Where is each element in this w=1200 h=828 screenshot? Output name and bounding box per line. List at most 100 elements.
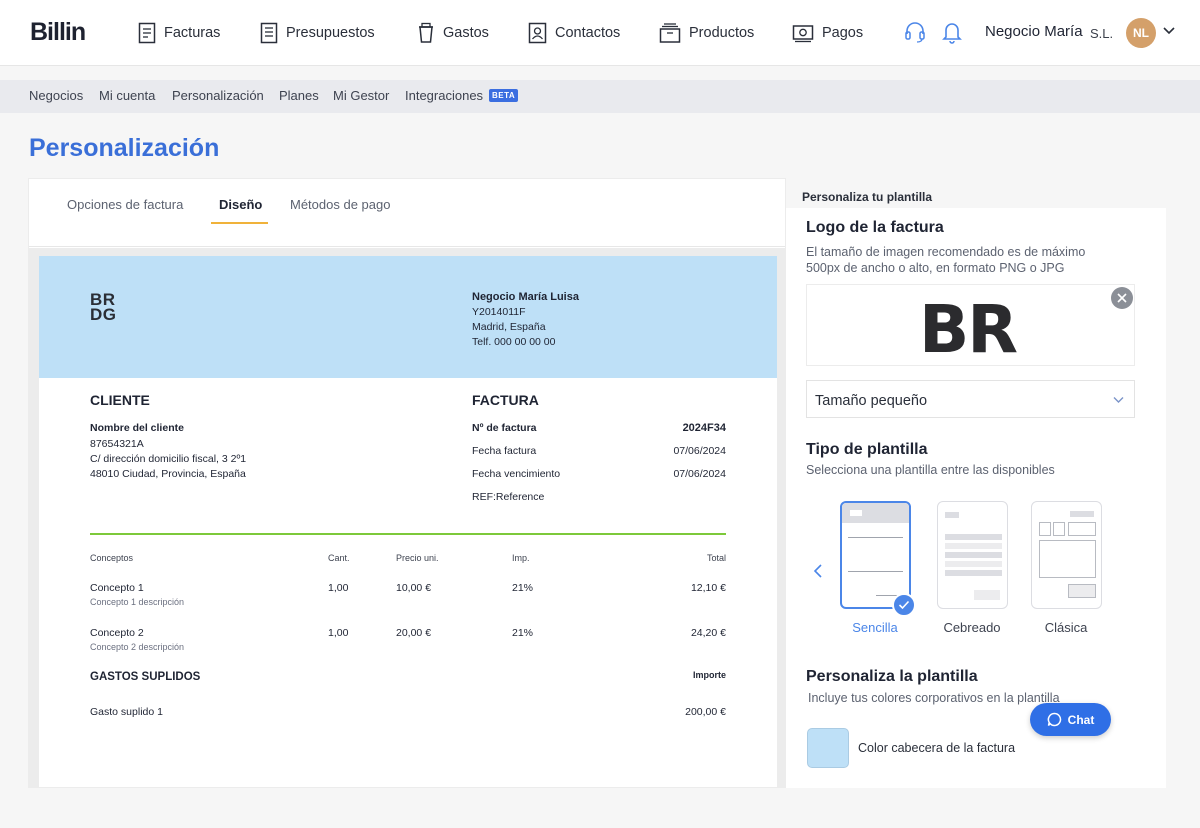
business-suffix: S.L. bbox=[1090, 26, 1114, 41]
subnav-integraciones[interactable]: Integraciones bbox=[405, 88, 484, 103]
invoice-date: 07/06/2024 bbox=[673, 445, 726, 457]
nav-productos-label: Productos bbox=[689, 25, 755, 41]
headset-icon[interactable] bbox=[904, 20, 926, 44]
tpl-sencilla-logo bbox=[850, 510, 862, 516]
invoice-logo-line1: BR bbox=[90, 290, 116, 309]
tab-metodos-pago[interactable]: Métodos de pago bbox=[290, 197, 391, 212]
page-title: Personalización bbox=[29, 134, 220, 162]
remove-logo-button[interactable] bbox=[1111, 287, 1133, 309]
subnav-negocios[interactable]: Negocios bbox=[29, 88, 84, 103]
client-name: Nombre del cliente bbox=[90, 422, 184, 434]
nav-pagos-label: Pagos bbox=[822, 25, 864, 41]
invoice-logo: BR DG bbox=[90, 290, 117, 324]
row2-desc: Concepto 2 descripción bbox=[90, 642, 185, 652]
nav-gastos-label: Gastos bbox=[443, 25, 489, 41]
invoice-due-label: Fecha vencimiento bbox=[472, 468, 561, 480]
money-icon bbox=[792, 25, 814, 43]
invoice-business-phone: Telf. 000 00 00 00 bbox=[472, 336, 556, 348]
bell-icon[interactable] bbox=[942, 20, 962, 44]
nav-contactos-label: Contactos bbox=[555, 25, 621, 41]
cup-icon bbox=[419, 22, 433, 43]
customize-heading: Personaliza la plantilla bbox=[806, 668, 978, 685]
logo-hint-2: 500px de ancho o alto, en formato PNG o … bbox=[806, 261, 1065, 275]
tpl-cebreado-stripe3 bbox=[945, 552, 1002, 558]
logo-size-value: Tamaño pequeño bbox=[815, 393, 928, 409]
nav-productos[interactable]: Productos bbox=[659, 20, 754, 46]
chevron-down-icon[interactable] bbox=[1163, 26, 1175, 36]
active-tab-indicator bbox=[211, 222, 268, 224]
col-total: Total bbox=[706, 553, 726, 563]
avatar[interactable]: NL bbox=[1126, 18, 1156, 48]
tpl-cebreado-stripe5 bbox=[945, 570, 1002, 576]
template-label-cebreado[interactable]: Cebreado bbox=[943, 620, 1001, 635]
brand-logo[interactable]: Billin bbox=[30, 18, 86, 46]
tpl-clasica-box3 bbox=[1068, 522, 1096, 536]
tpl-clasica-header bbox=[1070, 511, 1094, 517]
quote-icon bbox=[260, 22, 278, 44]
tpl-clasica-box1 bbox=[1039, 522, 1051, 536]
sub-navbar: Negocios Mi cuenta Personalización Plane… bbox=[0, 80, 1200, 113]
tpl-cebreado-stripe2 bbox=[945, 543, 1002, 549]
tpl-cebreado-stripe1 bbox=[945, 534, 1002, 540]
gastos-item: Gasto suplido 1 bbox=[90, 706, 163, 718]
template-cebreado[interactable] bbox=[937, 501, 1008, 609]
logo-size-select[interactable]: Tamaño pequeño bbox=[806, 380, 1135, 418]
invoice-due: 07/06/2024 bbox=[673, 468, 726, 480]
close-icon bbox=[1117, 293, 1127, 303]
customize-panel: Logo de la factura El tamaño de imagen r… bbox=[786, 208, 1166, 788]
business-name[interactable]: Negocio María bbox=[985, 23, 1083, 40]
tab-opciones-factura[interactable]: Opciones de factura bbox=[67, 197, 184, 212]
row1-price: 10,00 € bbox=[396, 582, 432, 594]
subnav-mi-gestor[interactable]: Mi Gestor bbox=[333, 88, 390, 103]
beta-badge: BETA bbox=[489, 89, 519, 102]
selected-template-check bbox=[892, 593, 916, 617]
nav-facturas[interactable]: Facturas bbox=[138, 20, 220, 46]
row1-tax: 21% bbox=[512, 582, 534, 594]
tpl-sencilla-line3 bbox=[876, 595, 898, 596]
invoice-preview-panel: Opciones de factura Diseño Métodos de pa… bbox=[28, 178, 786, 788]
tpl-cebreado-total bbox=[974, 590, 1000, 600]
chevron-left-icon[interactable] bbox=[813, 564, 823, 578]
tpl-sencilla-line2 bbox=[848, 571, 903, 572]
contact-icon bbox=[528, 22, 547, 44]
invoice-divider bbox=[90, 533, 726, 535]
row1-qty: 1,00 bbox=[328, 582, 349, 594]
client-heading: CLIENTE bbox=[90, 392, 150, 408]
nav-presupuestos[interactable]: Presupuestos bbox=[260, 20, 375, 46]
template-sencilla[interactable] bbox=[840, 501, 911, 609]
nav-facturas-label: Facturas bbox=[164, 25, 221, 41]
nav-pagos[interactable]: Pagos bbox=[792, 20, 863, 46]
tpl-cebreado-stripe4 bbox=[945, 561, 1002, 567]
template-clasica[interactable] bbox=[1031, 501, 1102, 609]
tpl-clasica-body bbox=[1039, 540, 1096, 578]
nav-gastos[interactable]: Gastos bbox=[417, 20, 489, 46]
client-id: 87654321A bbox=[90, 438, 144, 450]
tab-diseno[interactable]: Diseño bbox=[219, 197, 263, 212]
invoice-header: BR DG Negocio María Luisa Y2014011F Madr… bbox=[39, 256, 777, 378]
row2-concept: Concepto 2 bbox=[90, 627, 144, 639]
tpl-clasica-total bbox=[1068, 584, 1096, 598]
tpl-clasica-box2 bbox=[1053, 522, 1065, 536]
template-label-sencilla[interactable]: Sencilla bbox=[852, 620, 898, 635]
chat-button[interactable]: Chat bbox=[1030, 703, 1111, 736]
row1-total: 12,10 € bbox=[690, 582, 726, 594]
subnav-mi-cuenta[interactable]: Mi cuenta bbox=[99, 88, 156, 103]
subnav-personalizacion[interactable]: Personalización bbox=[172, 88, 264, 103]
header-color-swatch[interactable] bbox=[807, 728, 849, 768]
tpl-sencilla-line1 bbox=[848, 537, 903, 538]
logo-upload-box[interactable]: BR bbox=[806, 284, 1135, 368]
client-address: C/ dirección domicilio fiscal, 3 2º1 bbox=[90, 453, 247, 465]
client-city: 48010 Ciudad, Provincia, España bbox=[90, 468, 246, 480]
invoice-date-label: Fecha factura bbox=[472, 445, 537, 457]
logo-hint-1: El tamaño de imagen recomendado es de má… bbox=[806, 245, 1086, 259]
template-heading: Tipo de plantilla bbox=[806, 441, 928, 458]
row1-concept: Concepto 1 bbox=[90, 582, 144, 594]
invoice-business-info: Negocio María Luisa Y2014011F Madrid, Es… bbox=[472, 290, 579, 350]
subnav-planes[interactable]: Planes bbox=[279, 88, 319, 103]
row2-price: 20,00 € bbox=[396, 627, 432, 639]
invoice-logo-line2: DG bbox=[90, 305, 117, 324]
col-conceptos: Conceptos bbox=[90, 553, 134, 563]
nav-contactos[interactable]: Contactos bbox=[528, 20, 620, 46]
gastos-amount: 200,00 € bbox=[685, 706, 726, 718]
template-label-clasica[interactable]: Clásica bbox=[1044, 620, 1088, 635]
